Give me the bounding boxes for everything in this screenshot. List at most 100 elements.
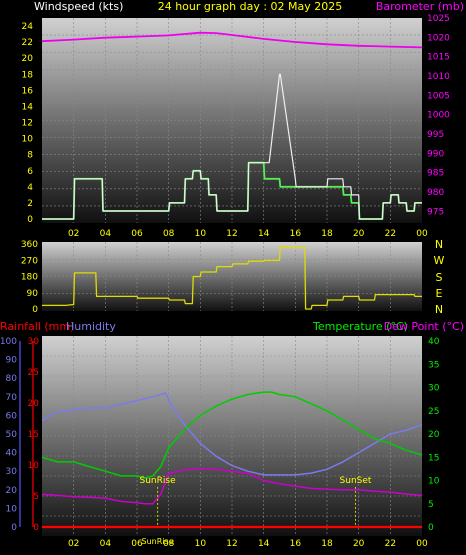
humidity-tick-label: 30	[6, 467, 18, 477]
windspeed-tick-label: 2	[27, 199, 33, 209]
x-tick-label: 06	[131, 229, 143, 239]
x-tick-label: 22	[385, 539, 396, 549]
temperature-line	[41, 391, 423, 479]
humidity-tick-labels: 0 10 20 30 40 50 60 70 80 90 100	[0, 337, 21, 533]
humidity-tick-label: 80	[6, 374, 18, 384]
rainfall-tick-label: 25	[28, 368, 39, 378]
humidity-tick-label: 40	[6, 449, 18, 459]
gust-line	[42, 73, 422, 220]
compass-labels: N W S E N	[434, 238, 445, 316]
temperature-tick-label: 20	[428, 430, 440, 440]
sun-annotation-label: SunRise	[140, 476, 177, 486]
barometer-tick-label: 995	[427, 130, 444, 140]
x-tick-label: 08	[163, 229, 175, 239]
barometer-tick-label: 1015	[427, 53, 450, 63]
temperature-tick-label: 35	[428, 360, 439, 370]
x-tick-labels: 02 04 06 08 10 12 14 16 18 20 22 00	[68, 229, 428, 239]
rainfall-tick-label: 30	[28, 337, 40, 347]
barometer-tick-label: 985	[427, 169, 444, 179]
humidity-tick-label: 50	[6, 430, 18, 440]
compass-label: N	[435, 238, 443, 251]
x-tick-label: 16	[290, 229, 302, 239]
temperature-tick-label: 25	[428, 407, 439, 417]
rainfall-tick-label: 5	[33, 492, 39, 502]
x-tick-label: 02	[68, 539, 79, 549]
x-tick-labels: 02 04 06 08 10 12 14 16 18 20 22 00	[68, 539, 428, 549]
dewpoint-line	[41, 468, 423, 505]
windspeed-tick-label: 22	[22, 38, 33, 48]
humidity-tick-label: 20	[6, 486, 18, 496]
series-lines	[42, 246, 422, 310]
x-tick-label: 10	[195, 229, 207, 239]
barometer-line	[41, 31, 423, 49]
barometer-tick-label: 980	[427, 188, 444, 198]
wind-direction-panel: 0 90 180 270 360 N W S E N	[21, 238, 445, 316]
series-lines	[41, 391, 423, 529]
temperature-tick-label: 30	[428, 384, 440, 394]
sun-annotation-label: SunSet	[340, 476, 372, 486]
compass-label: E	[436, 287, 443, 300]
windspeed-tick-label: 10	[22, 135, 34, 145]
windspeed-tick-label: 14	[22, 102, 34, 112]
x-tick-label: 02	[68, 229, 79, 239]
windspeed-tick-label: 24	[22, 22, 34, 32]
humidity-tick-label: 60	[6, 411, 18, 421]
humidity-axis-title: Humidity	[66, 320, 116, 333]
direction-tick-labels: 0 90 180 270 360	[21, 240, 38, 315]
temperature-tick-label: 10	[428, 477, 440, 487]
rainfall-tick-labels: 0 5 10 15 20 25 30	[28, 337, 40, 533]
humidity-tick-label: 100	[0, 337, 17, 347]
barometer-tick-label: 1025	[427, 14, 450, 24]
grid	[42, 336, 422, 536]
barometer-tick-label: 1005	[427, 91, 450, 101]
x-tick-label: 04	[100, 229, 112, 239]
temperature-tick-label: 15	[428, 453, 439, 463]
temperature-tick-label: 40	[428, 337, 440, 347]
dewpoint-axis-title: Dew Point (°C)	[384, 320, 464, 333]
barometer-tick-labels: 975 980 985 990 995 1000 1005 1010 1015 1020 1025	[427, 14, 450, 217]
temperature-tick-label: 5	[428, 500, 434, 510]
humidity-tick-label: 0	[11, 523, 17, 533]
x-tick-label: 00	[416, 539, 428, 549]
direction-tick-label: 180	[21, 273, 38, 283]
rainfall-tick-label: 15	[28, 430, 39, 440]
x-tick-label: 12	[226, 539, 237, 549]
humidity-tick-label: 90	[6, 356, 18, 366]
humidity-tick-label: 10	[6, 504, 18, 514]
barometer-tick-label: 1000	[427, 111, 450, 121]
x-tick-label: 20	[353, 539, 365, 549]
direction-tick-label: 270	[21, 256, 38, 266]
x-tick-label: 10	[195, 539, 207, 549]
barometer-axis-title: Barometer (mb)	[376, 0, 464, 13]
chart-title: 24 hour graph day : 02 May 2025	[158, 0, 343, 13]
windspeed-tick-label: 20	[22, 54, 34, 64]
x-tick-label: 14	[258, 229, 270, 239]
series-lines	[41, 31, 423, 220]
temperature-tick-labels: 0 5 10 15 20 25 30 35 40	[428, 337, 440, 533]
direction-tick-label: 90	[27, 289, 39, 299]
direction-tick-label: 360	[21, 240, 38, 250]
windspeed-tick-label: 4	[27, 183, 33, 193]
windspeed-tick-label: 0	[27, 215, 33, 225]
windspeed-tick-label: 18	[22, 70, 34, 80]
temperature-axis-title: Temperature (°C)	[312, 320, 408, 333]
humidity-line	[41, 392, 423, 476]
rainfall-tick-label: 20	[28, 399, 40, 409]
compass-label: N	[435, 303, 443, 316]
windspeed-tick-label: 6	[27, 167, 33, 177]
x-tick-label: 20	[353, 229, 365, 239]
windspeed-tick-label: 12	[22, 119, 33, 129]
x-tick-label: 04	[100, 539, 112, 549]
x-tick-label: 06	[131, 539, 143, 549]
x-tick-label: 08	[163, 539, 175, 549]
temperature-tick-label: 0	[428, 523, 434, 533]
x-tick-label: 14	[258, 539, 270, 549]
x-tick-label: 22	[385, 229, 396, 239]
barometer-tick-label: 990	[427, 149, 444, 159]
windspeed-tick-label: 8	[27, 151, 33, 161]
barometer-tick-label: 1010	[427, 72, 450, 82]
x-tick-label: 12	[226, 229, 237, 239]
sun-annotation-label: SunRise	[142, 537, 174, 546]
